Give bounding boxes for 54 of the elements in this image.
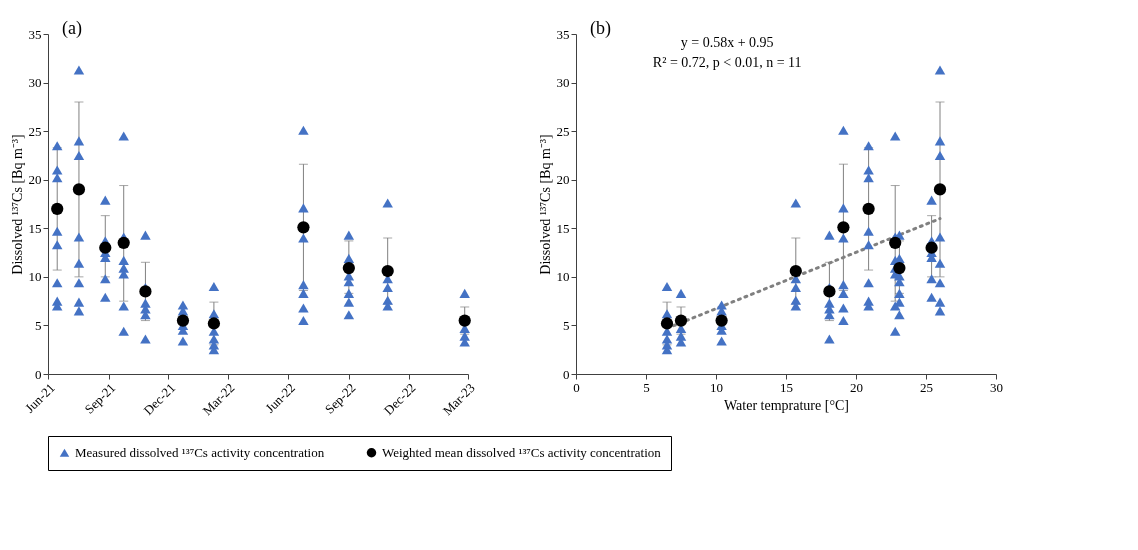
annotation: (b): [590, 18, 611, 39]
legend-label: Measured dissolved ¹³⁷Cs activity concentration: [75, 444, 325, 460]
y-tick-label: 20: [556, 172, 570, 188]
point: [342, 262, 355, 275]
annotation: y = 0.58x + 0.95: [680, 35, 774, 50]
y-tick-label: 0: [35, 366, 42, 382]
x-tick-label: 15: [780, 379, 793, 395]
point: [117, 236, 130, 249]
y-tick-label: 10: [556, 269, 570, 285]
x-tick-label: 10: [710, 379, 723, 395]
y-tick-label: 0: [563, 366, 570, 382]
point: [889, 236, 902, 249]
y-tick-label: 25: [556, 123, 570, 139]
annotation: R² = 0.72, p < 0.01, n = 11: [652, 55, 802, 70]
point: [823, 285, 836, 298]
point: [458, 314, 471, 327]
y-tick-label: 10: [28, 269, 42, 285]
x-axis-title: Water temprature [°C]: [724, 397, 849, 413]
y-axis-title: Dissolved ¹³⁷Cs [Bq m⁻³]: [537, 134, 553, 275]
x-tick-label: 30: [990, 379, 1003, 395]
point: [176, 314, 190, 327]
y-tick-label: 35: [556, 26, 570, 42]
legend-label: Weighted mean dissolved ¹³⁷Cs activity concentration: [382, 444, 662, 460]
y-tick-label: 30: [28, 75, 42, 91]
point: [862, 202, 875, 215]
point: [925, 241, 938, 254]
point: [51, 202, 64, 215]
x-tick-label: 0: [573, 379, 580, 395]
y-tick-label: 15: [28, 220, 42, 236]
point: [381, 264, 394, 278]
y-tick-label: 30: [556, 75, 570, 91]
point: [674, 314, 688, 327]
y-tick-label: 35: [28, 26, 42, 42]
point: [139, 285, 152, 298]
y-tick-label: 20: [28, 172, 42, 188]
y-axis-title: Dissolved ¹³⁷Cs [Bq m⁻³]: [9, 134, 25, 275]
point: [715, 314, 728, 327]
y-tick-label: 5: [563, 317, 570, 333]
point: [99, 241, 112, 254]
point: [837, 221, 850, 234]
point: [207, 317, 221, 330]
point: [72, 183, 86, 196]
annotation: (a): [62, 18, 82, 39]
x-tick-label: 25: [920, 379, 933, 395]
point: [297, 221, 310, 234]
point: [933, 183, 947, 196]
y-tick-label: 15: [556, 220, 570, 236]
point: [789, 264, 802, 278]
y-tick-label: 5: [35, 317, 42, 333]
y-tick-label: 25: [28, 123, 42, 139]
point: [660, 317, 674, 330]
x-tick-label: 20: [850, 379, 863, 395]
point: [893, 262, 906, 275]
x-tick-label: 5: [643, 379, 650, 395]
